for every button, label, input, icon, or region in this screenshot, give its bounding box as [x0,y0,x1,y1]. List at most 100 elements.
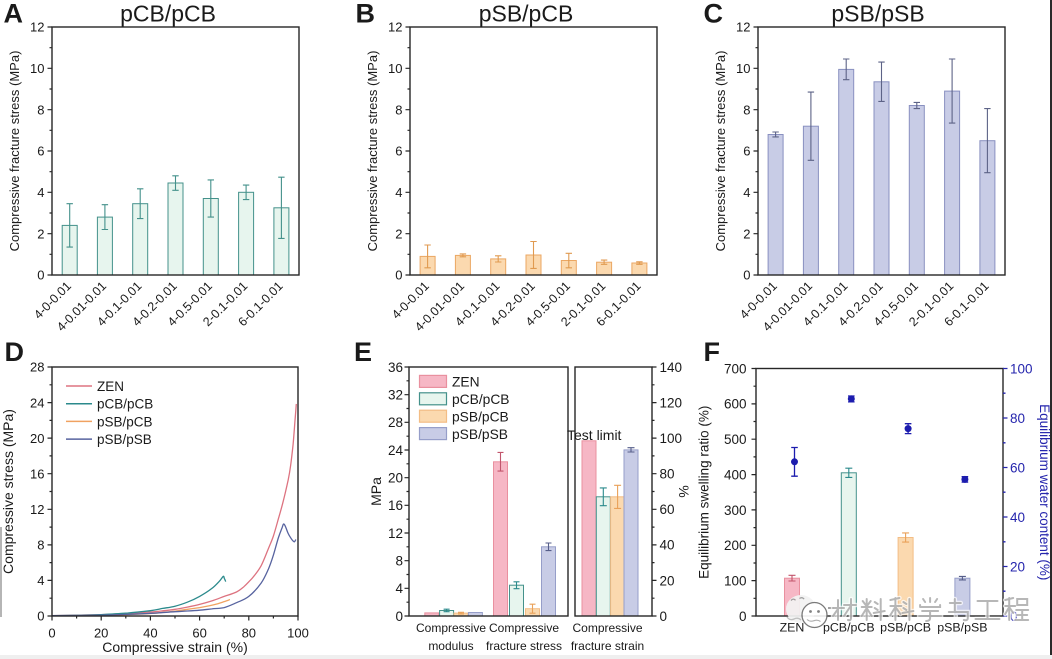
svg-text:16: 16 [388,498,403,513]
svg-text:20: 20 [388,471,403,486]
svg-text:MPa: MPa [368,477,384,506]
svg-text:0: 0 [739,609,747,624]
svg-text:pCB/pCB: pCB/pCB [452,392,510,407]
svg-text:100: 100 [724,574,747,589]
svg-text:8: 8 [395,554,403,569]
svg-text:100: 100 [1010,361,1033,376]
svg-text:ZEN: ZEN [780,621,805,635]
svg-text:0: 0 [395,268,402,283]
svg-text:8: 8 [743,102,750,117]
svg-text:4: 4 [743,185,750,200]
svg-text:0: 0 [743,268,750,283]
svg-text:%: % [676,485,692,497]
svg-text:300: 300 [724,503,747,518]
svg-text:6: 6 [395,144,402,159]
svg-text:8: 8 [395,102,402,117]
svg-text:80: 80 [242,626,256,641]
svg-text:12: 12 [388,20,402,35]
svg-text:4: 4 [37,573,44,588]
svg-text:modulus: modulus [428,639,473,653]
svg-text:40: 40 [143,626,157,641]
svg-text:32: 32 [388,388,403,403]
svg-text:400: 400 [724,467,747,482]
svg-text:0: 0 [395,609,403,624]
svg-text:ZEN: ZEN [97,379,124,394]
svg-text:C: C [704,0,724,28]
svg-text:24: 24 [388,443,404,458]
svg-text:6: 6 [743,144,750,159]
svg-text:120: 120 [660,395,683,410]
svg-text:2: 2 [743,226,750,241]
svg-text:60: 60 [660,502,675,517]
svg-text:pCB/pCB: pCB/pCB [823,621,875,635]
svg-text:Compressive: Compressive [572,621,642,635]
svg-text:pSB/pSB: pSB/pSB [937,621,987,635]
svg-text:pSB/pSB: pSB/pSB [452,427,508,442]
svg-text:0: 0 [660,609,668,624]
svg-text:B: B [356,0,376,28]
svg-text:fracture stress: fracture stress [486,639,562,653]
svg-text:4: 4 [395,581,403,596]
svg-text:Compressive: Compressive [489,621,559,635]
svg-text:100: 100 [287,626,309,641]
svg-text:4: 4 [395,185,402,200]
svg-text:28: 28 [388,415,403,430]
svg-text:12: 12 [30,20,44,35]
svg-text:pSB/pCB: pSB/pCB [880,621,931,635]
svg-text:28: 28 [30,360,44,375]
svg-text:2: 2 [37,226,44,241]
svg-text:40: 40 [660,538,675,553]
svg-text:10: 10 [736,61,750,76]
svg-text:80: 80 [1010,411,1025,426]
svg-text:pCB/pCB: pCB/pCB [120,0,216,26]
svg-text:60: 60 [192,626,206,641]
svg-text:12: 12 [736,20,750,35]
svg-text:2: 2 [395,226,402,241]
svg-text:500: 500 [724,432,747,447]
svg-text:8: 8 [37,538,44,553]
svg-text:600: 600 [724,397,747,412]
svg-text:pSB/pCB: pSB/pCB [97,414,153,429]
svg-text:Compressive strain (%): Compressive strain (%) [102,639,247,655]
svg-text:E: E [354,337,372,367]
svg-text:pSB/pCB: pSB/pCB [452,410,509,425]
svg-text:0: 0 [48,626,55,641]
svg-text:Compressive fracture stress (M: Compressive fracture stress (MPa) [713,51,728,252]
svg-text:pSB/pCB: pSB/pCB [479,0,574,26]
svg-text:60: 60 [1010,460,1025,475]
svg-text:20: 20 [94,626,108,641]
svg-text:pSB/pSB: pSB/pSB [97,432,152,447]
svg-text:20: 20 [660,573,675,588]
svg-text:80: 80 [660,467,675,482]
svg-text:200: 200 [724,538,747,553]
svg-text:Compressive fracture stress (M: Compressive fracture stress (MPa) [365,51,380,252]
svg-text:Compressive: Compressive [416,621,486,635]
svg-text:0: 0 [1010,609,1018,624]
svg-text:40: 40 [1010,510,1025,525]
svg-text:24: 24 [30,395,44,410]
svg-text:4: 4 [37,185,44,200]
svg-text:Equilibrium water content (%): Equilibrium water content (%) [1037,404,1052,580]
svg-text:140: 140 [660,360,683,375]
svg-text:20: 20 [1010,559,1025,574]
svg-text:8: 8 [37,102,44,117]
svg-text:10: 10 [388,61,402,76]
svg-text:fracture strain: fracture strain [571,639,644,653]
svg-text:12: 12 [30,502,44,517]
svg-text:Compressive fracture stress (M: Compressive fracture stress (MPa) [7,51,22,252]
svg-text:Test limit: Test limit [567,427,622,443]
svg-text:ZEN: ZEN [452,375,480,390]
svg-text:Compressive stress (MPa): Compressive stress (MPa) [0,409,16,574]
svg-text:100: 100 [660,431,683,446]
svg-text:pSB/pSB: pSB/pSB [831,0,924,26]
svg-text:F: F [704,337,721,367]
svg-text:20: 20 [30,431,44,446]
svg-text:700: 700 [724,361,747,376]
svg-text:A: A [4,0,24,28]
svg-text:pCB/pCB: pCB/pCB [97,397,153,412]
svg-text:6: 6 [37,144,44,159]
svg-text:36: 36 [388,360,403,375]
svg-text:16: 16 [30,466,44,481]
svg-text:0: 0 [37,268,44,283]
svg-text:D: D [5,337,25,367]
